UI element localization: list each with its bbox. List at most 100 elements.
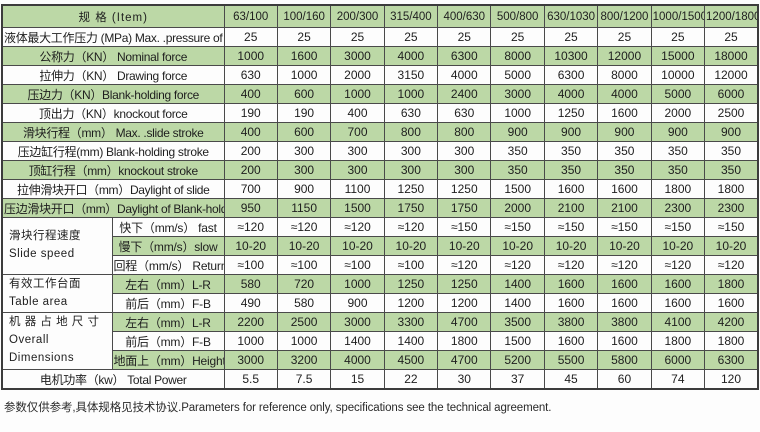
cell: 1250 [437,179,492,199]
cell: 1000 [330,84,385,104]
cell: 4000 [330,350,385,370]
cell: 2000 [650,103,706,123]
cell: 1150 [276,198,332,218]
cell: 190 [276,103,332,123]
cell: 350 [543,160,599,180]
cell: 1000 [223,331,278,351]
cell: 4000 [437,65,492,85]
row-label: 顶出力（KN）knockout force [1,103,225,123]
row-label: 左右（mm）L-R [111,312,225,332]
cell: 1800 [704,179,759,199]
cell: 350 [704,160,759,180]
cell: 10-20 [490,236,545,256]
cell: 300 [383,160,439,180]
cell: 15 [330,369,385,390]
group-label-slide-speed: 滑块行程速度 Slide speed [1,217,113,275]
cell: 3150 [383,65,439,85]
cell: 22 [383,369,439,390]
cell: ≈100 [330,255,385,275]
spec-table: 规 格 (Item) 63/100 100/160 200/300 315/40… [1,4,759,390]
cell: 1600 [597,293,652,313]
cell: ≈100 [276,255,332,275]
cell: ≈120 [704,255,759,275]
column-header: 630/1030 [543,4,599,28]
cell: 400 [330,103,385,123]
cell: 1000 [490,103,545,123]
cell: 10-20 [223,236,278,256]
cell: 900 [543,122,599,142]
cell: 8000 [490,46,545,66]
cell: 630 [223,65,278,85]
cell: 200 [223,141,278,161]
cell: 300 [276,141,332,161]
cell: 1250 [437,274,492,294]
cell: 350 [704,141,759,161]
cell: ≈100 [223,255,278,275]
cell: ≈120 [650,255,706,275]
cell: 6300 [704,350,759,370]
cell: 3500 [490,312,545,332]
cell: 3200 [276,350,332,370]
cell: 1600 [597,331,652,351]
cell: 1800 [650,179,706,199]
cell: 6000 [704,84,759,104]
cell: 10-20 [330,236,385,256]
table-row: 电机功率（kw） Total Power 5.5 7.5 15 22 30 37 45 60 7… [1,369,759,390]
cell: 3800 [597,312,652,332]
cell: 6000 [650,350,706,370]
table-row: 压边缸行程(mm) Blank-holding stroke 200 300 300… [1,141,759,161]
cell: ≈120 [330,217,385,237]
cell: 25 [543,27,599,47]
cell: 1800 [704,331,759,351]
cell: ≈120 [437,255,492,275]
group-label-table-area: 有效工作台面 Table area [1,274,113,313]
cell: 1600 [276,46,332,66]
cell: 900 [490,122,545,142]
cell: 700 [223,179,278,199]
cell: 2300 [650,198,706,218]
cell: 2100 [597,198,652,218]
table-row: 公称力（KN） Nominal force 1000 1600 3000 4000 63… [1,46,759,66]
cell: 4500 [383,350,439,370]
row-label: 公称力（KN） Nominal force [1,46,225,66]
cell: 5000 [650,84,706,104]
cell: 4000 [543,84,599,104]
cell: 8000 [597,65,652,85]
cell: 1000 [276,65,332,85]
cell: 25 [223,27,278,47]
cell: 1000 [223,46,278,66]
column-header: 315/400 [383,4,439,28]
cell: 45 [543,369,599,390]
cell: 10-20 [704,236,759,256]
row-label: 电机功率（kw） Total Power [1,369,225,390]
cell: 4200 [704,312,759,332]
cell: ≈120 [597,255,652,275]
cell: 2500 [276,312,332,332]
cell: 1600 [597,103,652,123]
cell: 3800 [543,312,599,332]
row-label: 拉伸力（KN） Drawing force [1,65,225,85]
cell: 4000 [383,46,439,66]
row-label: 回程（mm/s） Return [111,255,225,275]
cell: 25 [330,27,385,47]
row-label: 快下（mm/s） fast [111,217,225,237]
cell: ≈150 [704,217,759,237]
row-label: 前后（mm）F-B [111,331,225,351]
cell: 300 [437,160,492,180]
cell: ≈150 [597,217,652,237]
cell: 580 [276,293,332,313]
cell: 3000 [330,46,385,66]
row-label: 前后（mm）F-B [111,293,225,313]
row-label: 压边滑块开口（mm）Daylight of Blank-holder [1,198,225,218]
cell: 3300 [383,312,439,332]
cell: 1600 [650,293,706,313]
cell: 580 [223,274,278,294]
cell: 1400 [330,331,385,351]
table-row: 滑块行程（mm） Max. .slide stroke 400 600 700 800… [1,122,759,142]
cell: 2200 [223,312,278,332]
cell: 400 [223,84,278,104]
cell: 1200 [383,293,439,313]
cell: 350 [490,160,545,180]
cell: 350 [650,160,706,180]
cell: 6300 [437,46,492,66]
